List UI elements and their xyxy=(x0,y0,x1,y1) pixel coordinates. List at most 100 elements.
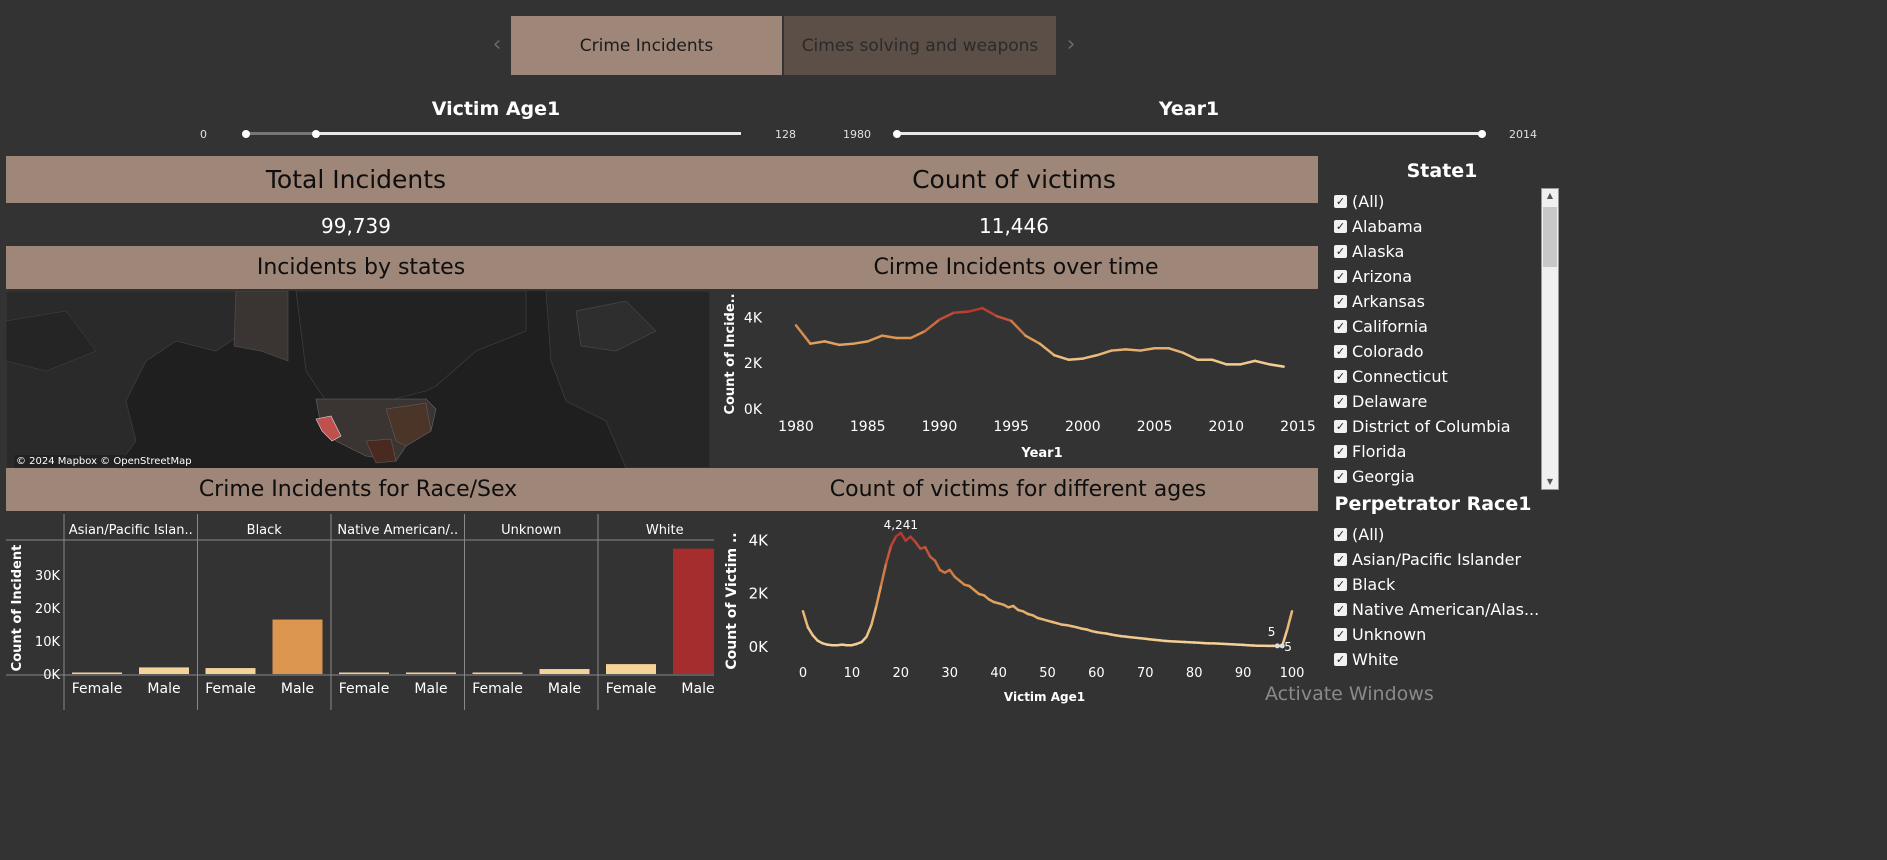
bar[interactable] xyxy=(472,672,523,675)
state-filter-option[interactable]: ✓ Alabama xyxy=(1334,214,1423,238)
bar[interactable] xyxy=(339,672,389,675)
bar[interactable] xyxy=(606,664,656,674)
line-segment[interactable] xyxy=(823,340,841,347)
checkbox-checked-icon[interactable]: ✓ xyxy=(1334,577,1347,591)
checkbox-checked-icon[interactable]: ✓ xyxy=(1334,219,1347,233)
line-segment[interactable] xyxy=(1280,628,1289,648)
prev-tab-arrow-icon[interactable]: ‹ xyxy=(492,32,502,57)
line-segment[interactable] xyxy=(1110,348,1128,352)
race-filter-option[interactable]: ✓ Asian/Pacific Islander xyxy=(1334,547,1521,571)
map-attribution[interactable]: © 2024 Mapbox © OpenStreetMap xyxy=(14,455,194,468)
line-segment[interactable] xyxy=(1138,347,1156,352)
tab-crime-incidents[interactable]: Crime Incidents xyxy=(511,16,782,75)
state-filter-option[interactable]: ✓ Delaware xyxy=(1334,389,1427,413)
line-segment[interactable] xyxy=(995,314,1013,323)
line-segment[interactable] xyxy=(809,340,826,345)
line-segment[interactable] xyxy=(1210,358,1228,366)
year-slider-min-handle[interactable] xyxy=(893,130,901,138)
line-segment[interactable] xyxy=(865,623,873,638)
line-segment[interactable] xyxy=(924,546,932,558)
line-segment[interactable] xyxy=(806,626,815,637)
scroll-up-icon[interactable]: ▲ xyxy=(1546,191,1554,200)
checkbox-checked-icon[interactable]: ✓ xyxy=(1334,627,1347,641)
checkbox-checked-icon[interactable]: ✓ xyxy=(1334,319,1347,333)
line-segment[interactable] xyxy=(1239,359,1257,366)
bar[interactable] xyxy=(72,672,122,675)
state-filter-option[interactable]: ✓ (All) xyxy=(1334,189,1384,213)
checkbox-checked-icon[interactable]: ✓ xyxy=(1334,419,1347,433)
line-segment[interactable] xyxy=(1285,610,1294,632)
line-segment[interactable] xyxy=(880,334,898,340)
race-filter-option[interactable]: ✓ Black xyxy=(1334,572,1395,596)
line-segment[interactable] xyxy=(852,340,869,345)
state-filter-option[interactable]: ✓ Alaska xyxy=(1334,239,1404,263)
line-segment[interactable] xyxy=(879,562,888,586)
line-segment[interactable] xyxy=(1167,347,1185,355)
bar[interactable] xyxy=(673,548,714,674)
line-segment[interactable] xyxy=(948,568,956,578)
line-segment[interactable] xyxy=(1024,334,1042,345)
incidents-map[interactable]: © 2024 Mapbox © OpenStreetMap xyxy=(6,291,710,468)
line-segment[interactable] xyxy=(870,604,878,626)
state-filter-scrollbar[interactable]: ▲ ▼ xyxy=(1541,188,1559,490)
state-filter-option[interactable]: ✓ Georgia xyxy=(1334,464,1415,488)
bar[interactable] xyxy=(406,672,456,675)
checkbox-checked-icon[interactable]: ✓ xyxy=(1334,552,1347,566)
line-segment[interactable] xyxy=(889,535,898,548)
age-slider-max-handle[interactable] xyxy=(312,130,320,138)
line-segment[interactable] xyxy=(899,531,907,542)
line-segment[interactable] xyxy=(1253,359,1271,366)
checkbox-checked-icon[interactable]: ✓ xyxy=(1334,602,1347,616)
line-segment[interactable] xyxy=(952,310,970,314)
data-point[interactable] xyxy=(1279,643,1285,649)
bar[interactable] xyxy=(539,669,590,674)
state-filter-option[interactable]: ✓ Florida xyxy=(1334,439,1406,463)
line-segment[interactable] xyxy=(966,306,984,313)
line-segment[interactable] xyxy=(1268,363,1285,368)
line-segment[interactable] xyxy=(884,544,893,565)
line-segment[interactable] xyxy=(1038,342,1056,357)
line-segment[interactable] xyxy=(933,559,942,572)
age-slider-min-handle[interactable] xyxy=(242,130,250,138)
state-filter-option[interactable]: ✓ District of Columbia xyxy=(1334,414,1511,438)
line-segment[interactable] xyxy=(938,311,956,321)
year-slider-track[interactable] xyxy=(897,132,1482,135)
checkbox-checked-icon[interactable]: ✓ xyxy=(1334,344,1347,358)
bar[interactable] xyxy=(272,619,323,674)
line-segment[interactable] xyxy=(1009,319,1027,337)
scroll-down-icon[interactable]: ▼ xyxy=(1546,477,1554,486)
checkbox-checked-icon[interactable]: ✓ xyxy=(1334,527,1347,541)
race-filter-option[interactable]: ✓ Native American/Alas... xyxy=(1334,597,1539,621)
checkbox-checked-icon[interactable]: ✓ xyxy=(1334,369,1347,383)
line-segment[interactable] xyxy=(1182,351,1199,361)
race-filter-option[interactable]: ✓ Unknown xyxy=(1334,622,1426,646)
bar[interactable] xyxy=(139,667,189,674)
checkbox-checked-icon[interactable]: ✓ xyxy=(1334,652,1347,666)
line-segment[interactable] xyxy=(801,610,810,629)
line-segment[interactable] xyxy=(1124,348,1142,352)
state-filter-option[interactable]: ✓ Connecticut xyxy=(1334,364,1448,388)
state-filter-option[interactable]: ✓ Arkansas xyxy=(1334,289,1425,313)
line-segment[interactable] xyxy=(909,329,927,340)
data-point[interactable] xyxy=(1274,643,1280,649)
state-filter-option[interactable]: ✓ Arizona xyxy=(1334,264,1412,288)
state-filter-option[interactable]: ✓ Colorado xyxy=(1334,339,1424,363)
checkbox-checked-icon[interactable]: ✓ xyxy=(1334,444,1347,458)
line-segment[interactable] xyxy=(923,318,941,333)
checkbox-checked-icon[interactable]: ✓ xyxy=(1334,269,1347,283)
checkbox-checked-icon[interactable]: ✓ xyxy=(1334,194,1347,208)
line-segment[interactable] xyxy=(1081,353,1099,360)
checkbox-checked-icon[interactable]: ✓ xyxy=(1334,394,1347,408)
line-segment[interactable] xyxy=(794,324,812,345)
checkbox-checked-icon[interactable]: ✓ xyxy=(1334,244,1347,258)
line-segment[interactable] xyxy=(981,306,999,318)
race-filter-option[interactable]: ✓ (All) xyxy=(1334,522,1384,546)
line-segment[interactable] xyxy=(837,342,855,347)
line-segment[interactable] xyxy=(875,583,883,608)
checkbox-checked-icon[interactable]: ✓ xyxy=(1334,469,1347,483)
line-segment[interactable] xyxy=(1067,357,1085,361)
line-segment[interactable] xyxy=(1095,349,1113,357)
scroll-thumb[interactable] xyxy=(1543,207,1557,267)
race-filter-option[interactable]: ✓ White xyxy=(1334,647,1399,671)
year-slider-max-handle[interactable] xyxy=(1478,130,1486,138)
